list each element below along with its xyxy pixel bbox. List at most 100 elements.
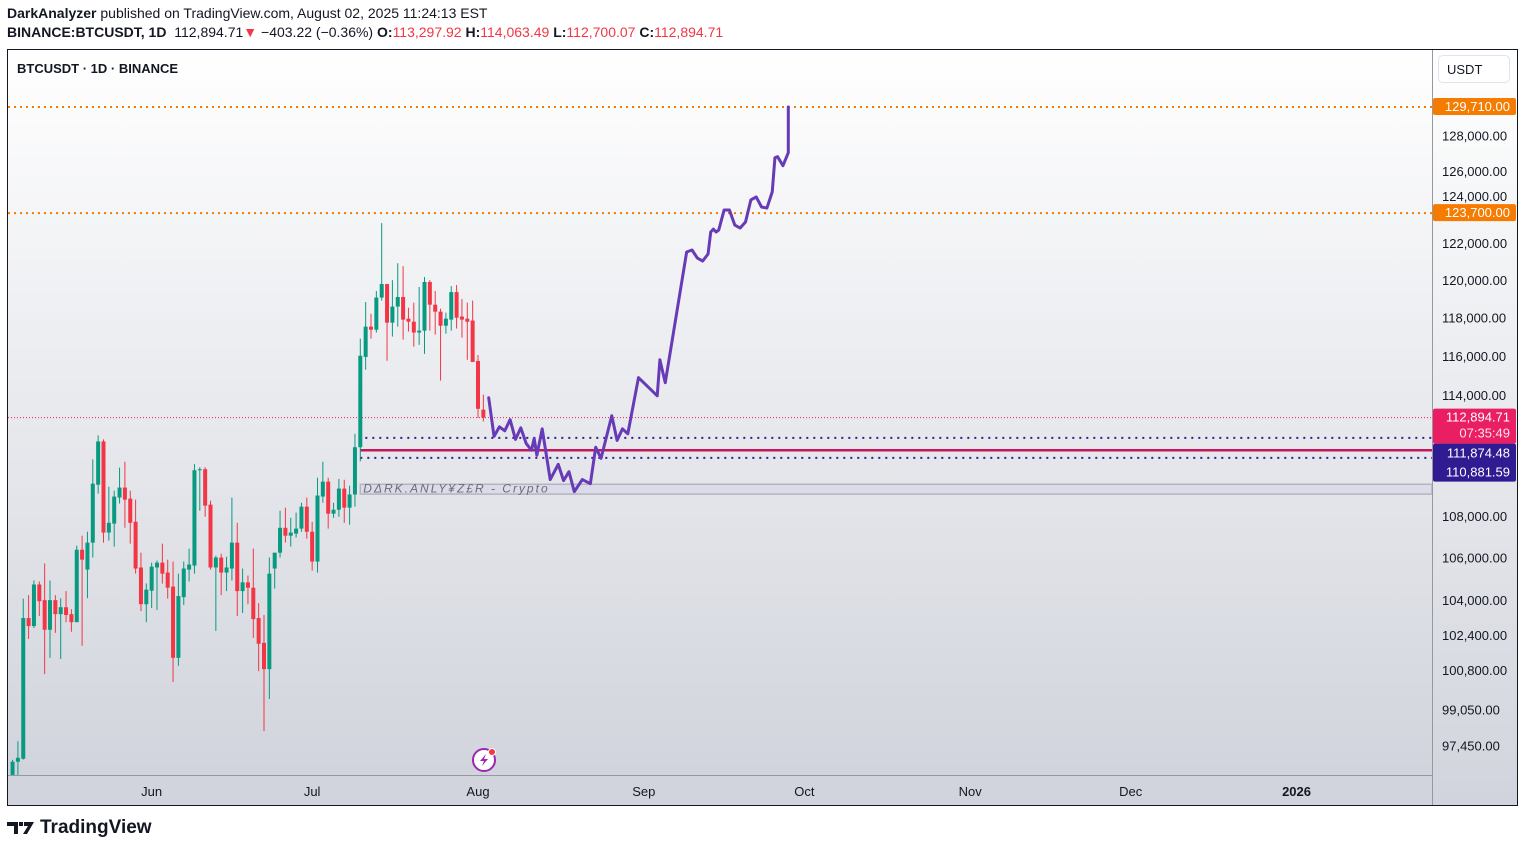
candle	[310, 521, 315, 571]
candle-body	[181, 568, 186, 598]
candle	[304, 497, 309, 539]
candle	[251, 548, 256, 638]
candle-body	[106, 522, 111, 533]
candle-body	[272, 552, 277, 569]
candle-body	[85, 542, 90, 570]
candle	[454, 284, 459, 329]
candle-body	[245, 582, 250, 588]
price-tick-label: 104,000.00	[1442, 593, 1507, 608]
candle	[144, 583, 149, 623]
price-tick-label: 114,000.00	[1442, 388, 1506, 403]
candle	[443, 312, 448, 334]
candle	[203, 467, 208, 517]
candle-body	[160, 562, 165, 574]
time-tick-label: Dec	[1119, 784, 1143, 799]
candle-body	[176, 596, 181, 658]
projection-path	[487, 105, 790, 494]
candle	[181, 561, 186, 606]
candle-body	[15, 757, 20, 762]
candle	[90, 459, 95, 558]
zone-upper-label: 111,874.48	[1447, 446, 1510, 461]
symbol: BINANCE:BTCUSDT, 1D	[7, 24, 167, 40]
candle	[315, 477, 320, 573]
tradingview-logo-icon	[7, 822, 34, 834]
candle	[449, 286, 454, 331]
candle-body	[197, 469, 202, 471]
price-tick-label: 99,050.00	[1442, 702, 1500, 717]
candle-body	[224, 567, 229, 573]
time-tick-label: Jun	[141, 784, 162, 799]
low-value: 112,700.07	[566, 24, 636, 40]
candle	[160, 543, 165, 584]
price-tick-label: 118,000.00	[1442, 311, 1506, 326]
candle-body	[90, 483, 95, 543]
candle-body	[438, 311, 443, 326]
time-tick-label: Sep	[632, 784, 655, 799]
candle-body	[117, 487, 122, 498]
candle-body	[379, 284, 384, 298]
candle-body	[235, 542, 240, 592]
candle-body	[417, 330, 422, 333]
price-tick-label: 116,000.00	[1442, 349, 1506, 364]
candle-body	[336, 488, 341, 510]
candle	[15, 741, 20, 775]
candle	[369, 313, 373, 339]
candle	[433, 290, 438, 335]
candle-body	[385, 284, 390, 323]
candle	[390, 280, 395, 337]
close-label: C:	[639, 24, 655, 40]
candle	[288, 517, 293, 547]
candle	[229, 497, 234, 581]
candle-body	[165, 572, 170, 588]
level-price-label-bg	[1433, 204, 1516, 222]
plot-area[interactable]	[8, 50, 1432, 775]
candle	[294, 512, 299, 538]
chart-title: BTCUSDT · 1D · BINANCE	[17, 61, 179, 76]
candle	[422, 276, 427, 354]
candle-body	[229, 542, 234, 569]
down-arrow-icon: ▼	[243, 24, 258, 40]
chart-frame[interactable]: DΔRK.ANLY¥Z£R - Crypto 128,000.00 126,000.…	[7, 49, 1518, 806]
candle-body	[326, 481, 331, 514]
candle	[26, 595, 31, 639]
chart-svg: DΔRK.ANLY¥Z£R - Crypto 128,000.00 126,000.…	[8, 98, 1516, 799]
author[interactable]: DarkAnalyzer	[7, 5, 97, 21]
candle	[155, 560, 159, 611]
candle	[395, 263, 400, 327]
candle	[187, 548, 192, 582]
candle	[80, 535, 85, 646]
candle	[138, 552, 143, 612]
tradingview-logo[interactable]: TradingView	[7, 817, 152, 839]
candle	[48, 580, 52, 658]
candle	[176, 573, 181, 666]
price-tick-label: 126,000.00	[1442, 164, 1507, 179]
candle	[149, 562, 154, 609]
candle	[342, 479, 347, 523]
candle	[53, 595, 58, 633]
candle	[336, 478, 341, 517]
candle	[85, 531, 90, 599]
candle-body	[481, 409, 486, 418]
candle	[470, 300, 475, 362]
candle	[240, 568, 245, 614]
current-price-tag-bg	[1433, 408, 1516, 444]
time-tick-label: Oct	[794, 784, 815, 799]
time-axis[interactable]	[8, 775, 1432, 805]
price-tick-label: 102,400.00	[1442, 628, 1507, 643]
level-price-label: 123,700.00	[1445, 205, 1510, 220]
candle	[21, 598, 26, 760]
candle	[417, 287, 422, 345]
candle	[64, 591, 69, 623]
plot-layer: DΔRK.ANLY¥Z£R - Crypto	[8, 105, 1432, 775]
candle-body	[96, 441, 101, 485]
candle	[219, 553, 224, 596]
candle	[213, 555, 218, 631]
candle	[299, 502, 304, 532]
currency-button[interactable]: USDT	[1438, 55, 1510, 83]
candle	[358, 338, 363, 462]
high-value: 114,063.49	[480, 24, 550, 40]
candle-body	[48, 600, 52, 630]
candle	[465, 302, 470, 360]
lightning-icon-bolt	[480, 754, 488, 766]
candle-body	[213, 557, 218, 568]
